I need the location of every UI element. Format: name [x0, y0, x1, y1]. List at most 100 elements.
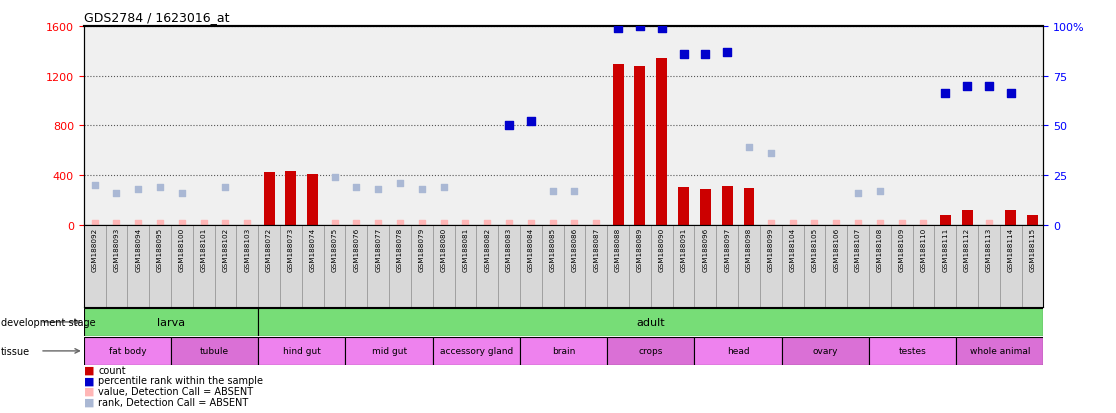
Bar — [280, 225, 301, 308]
Bar — [301, 225, 324, 308]
Bar — [258, 225, 280, 308]
Point — [500, 123, 518, 129]
Text: accessory gland: accessory gland — [440, 347, 513, 356]
Bar — [433, 337, 520, 365]
Point — [107, 221, 125, 227]
Point — [653, 26, 671, 32]
Text: mid gut: mid gut — [372, 347, 406, 356]
Point — [1002, 91, 1020, 97]
Bar — [956, 337, 1043, 365]
Bar — [635, 66, 645, 225]
Point — [806, 221, 824, 227]
Point — [129, 186, 147, 193]
Bar — [346, 225, 367, 308]
Text: value, Detection Call = ABSENT: value, Detection Call = ABSENT — [98, 386, 253, 396]
Bar — [613, 65, 624, 225]
Bar — [286, 172, 297, 225]
Bar — [150, 225, 171, 308]
Point — [762, 221, 780, 227]
Bar — [891, 225, 913, 308]
Bar — [477, 225, 498, 308]
Text: GSM188080: GSM188080 — [441, 228, 446, 272]
Bar — [1021, 225, 1043, 308]
Text: GSM188099: GSM188099 — [768, 228, 773, 272]
Point — [543, 188, 561, 195]
Text: GSM188089: GSM188089 — [637, 228, 643, 272]
Point — [151, 184, 169, 191]
Point — [347, 184, 365, 191]
Bar — [1000, 225, 1021, 308]
Point — [326, 221, 344, 227]
Bar — [940, 215, 951, 225]
Bar — [760, 225, 781, 308]
Bar — [84, 308, 258, 336]
Bar — [411, 225, 433, 308]
Bar — [651, 225, 673, 308]
Text: GSM188098: GSM188098 — [745, 228, 752, 272]
Bar — [127, 225, 150, 308]
Text: GSM188100: GSM188100 — [179, 228, 185, 272]
Text: percentile rank within the sample: percentile rank within the sample — [98, 375, 263, 385]
Text: adult: adult — [636, 317, 665, 327]
Text: GSM188092: GSM188092 — [92, 228, 97, 272]
Text: whole animal: whole animal — [970, 347, 1030, 356]
Text: GSM188102: GSM188102 — [222, 228, 229, 272]
Point — [391, 221, 408, 227]
Text: GSM188083: GSM188083 — [506, 228, 512, 272]
Bar — [694, 337, 781, 365]
Text: GSM188090: GSM188090 — [658, 228, 665, 272]
Point — [500, 221, 518, 227]
Bar — [454, 225, 477, 308]
Point — [959, 83, 976, 90]
Bar — [520, 225, 541, 308]
Bar — [743, 188, 754, 225]
Text: ■: ■ — [84, 386, 94, 396]
Text: GSM188097: GSM188097 — [724, 228, 730, 272]
Text: GSM188105: GSM188105 — [811, 228, 817, 272]
Text: GSM188101: GSM188101 — [201, 228, 206, 272]
Text: GSM188094: GSM188094 — [135, 228, 142, 272]
Text: GSM188111: GSM188111 — [942, 228, 949, 272]
Bar — [520, 337, 607, 365]
Text: GSM188082: GSM188082 — [484, 228, 490, 272]
Bar — [106, 225, 127, 308]
Text: GSM188114: GSM188114 — [1008, 228, 1013, 272]
Text: rank, Detection Call = ABSENT: rank, Detection Call = ABSENT — [98, 397, 249, 407]
Point — [86, 182, 104, 189]
Text: development stage: development stage — [1, 317, 96, 327]
Bar — [673, 225, 694, 308]
Point — [827, 221, 845, 227]
Point — [435, 184, 453, 191]
Text: head: head — [727, 347, 750, 356]
Text: tubule: tubule — [200, 347, 229, 356]
Bar — [826, 225, 847, 308]
Bar — [722, 187, 732, 225]
Text: crops: crops — [638, 347, 663, 356]
Point — [326, 174, 344, 181]
Bar — [258, 308, 1043, 336]
Point — [173, 190, 191, 197]
Point — [173, 221, 191, 227]
Point — [107, 190, 125, 197]
Bar — [193, 225, 214, 308]
Text: GSM188108: GSM188108 — [877, 228, 883, 272]
Point — [543, 221, 561, 227]
Text: GSM188081: GSM188081 — [462, 228, 469, 272]
Point — [631, 24, 648, 30]
Point — [893, 221, 911, 227]
Text: GSM188072: GSM188072 — [266, 228, 272, 272]
Point — [413, 186, 431, 193]
Text: GSM188103: GSM188103 — [244, 228, 250, 272]
Bar — [498, 225, 520, 308]
Point — [151, 221, 169, 227]
Bar — [171, 225, 193, 308]
Text: GSM188107: GSM188107 — [855, 228, 862, 272]
Bar — [541, 225, 564, 308]
Bar — [171, 337, 258, 365]
Point — [674, 51, 692, 58]
Bar — [263, 173, 275, 225]
Point — [783, 221, 801, 227]
Text: GSM188091: GSM188091 — [681, 228, 686, 272]
Bar — [869, 337, 956, 365]
Bar — [307, 174, 318, 225]
